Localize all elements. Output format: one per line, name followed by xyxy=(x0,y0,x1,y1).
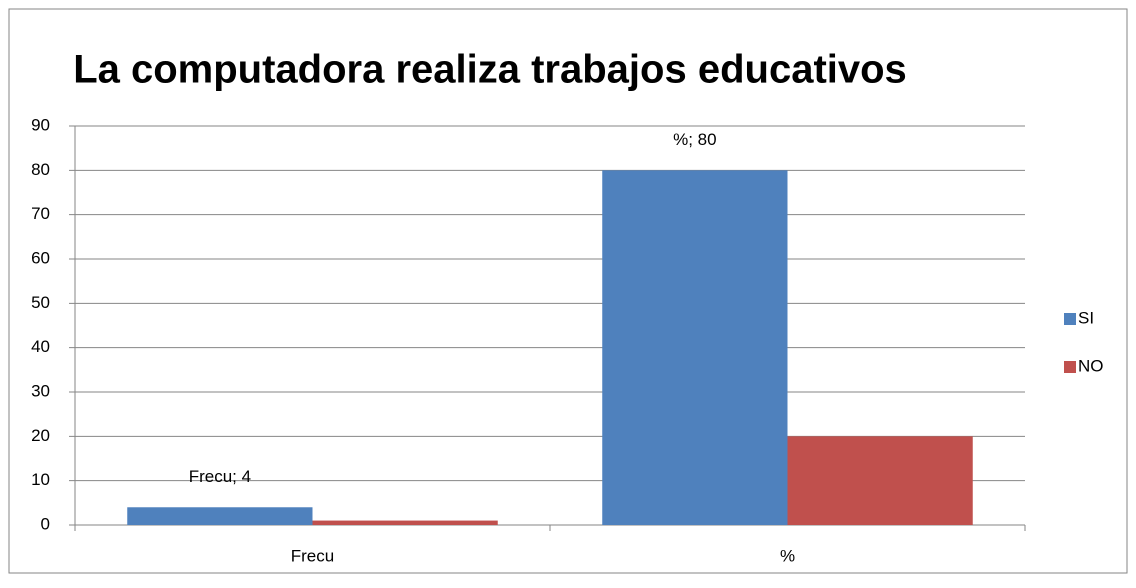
legend-swatch xyxy=(1064,361,1076,373)
chart-title: La computadora realiza trabajos educativ… xyxy=(73,48,907,92)
x-tick-label: % xyxy=(780,546,795,565)
y-tick-label: 10 xyxy=(31,470,50,489)
y-tick-label: 90 xyxy=(31,115,50,134)
bar xyxy=(602,170,788,526)
y-tick-label: 0 xyxy=(41,514,50,533)
bar xyxy=(312,520,498,525)
y-tick-label: 30 xyxy=(31,381,50,400)
legend-label: SI xyxy=(1078,308,1094,327)
y-tick-label: 60 xyxy=(31,248,50,267)
data-label: %; 80 xyxy=(673,130,716,149)
y-tick-label: 40 xyxy=(31,337,50,356)
bar xyxy=(127,507,313,525)
data-label: Frecu; 4 xyxy=(189,467,251,486)
legend-label: NO xyxy=(1078,356,1104,375)
y-tick-label: 70 xyxy=(31,204,50,223)
y-tick-label: 20 xyxy=(31,426,50,445)
y-tick-label: 50 xyxy=(31,293,50,312)
y-tick-label: 80 xyxy=(31,160,50,179)
x-tick-label: Frecu xyxy=(291,546,334,565)
bar xyxy=(787,436,973,525)
legend-swatch xyxy=(1064,313,1076,325)
